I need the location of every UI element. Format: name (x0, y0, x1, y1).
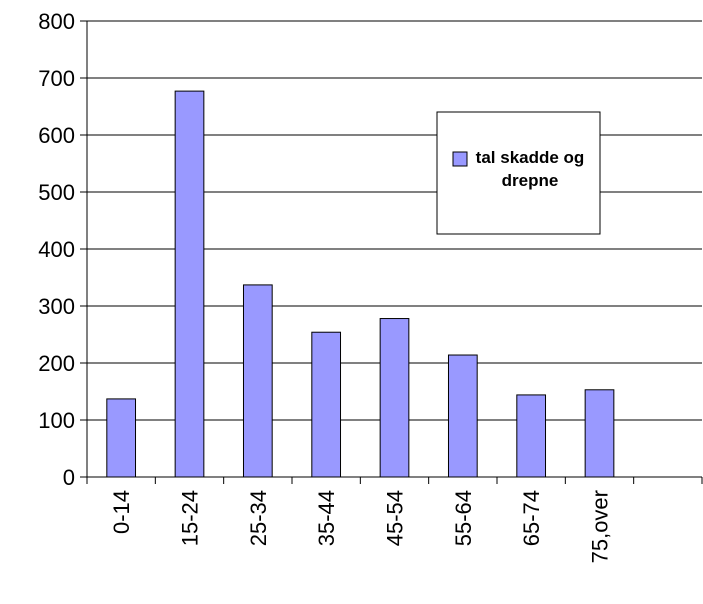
y-tick-label: 500 (38, 180, 75, 205)
bar (174, 90, 205, 478)
x-tick-label: 65-74 (519, 490, 544, 546)
legend-box (436, 111, 601, 235)
x-tick-label: 25-34 (246, 490, 271, 546)
bar (311, 331, 342, 478)
x-tick-label: 35-44 (314, 490, 339, 546)
bar (242, 284, 273, 478)
bar (516, 394, 547, 478)
bar (584, 389, 615, 478)
bar (106, 398, 137, 478)
y-tick-label: 400 (38, 237, 75, 262)
x-tick-label: 75,over (588, 490, 613, 563)
y-tick-label: 700 (38, 66, 75, 91)
x-tick-label: 15-24 (178, 490, 203, 546)
legend-swatch (452, 151, 468, 167)
y-tick-label: 100 (38, 408, 75, 433)
y-tick-label: 200 (38, 351, 75, 376)
y-tick-label: 300 (38, 294, 75, 319)
x-tick-label: 55-64 (451, 490, 476, 546)
y-tick-label: 600 (38, 123, 75, 148)
y-tick-label: 800 (38, 9, 75, 34)
legend-label: tal skadde og drepne (475, 148, 585, 190)
y-tick-label: 0 (63, 465, 75, 490)
bar (447, 354, 478, 478)
x-tick-label: 45-54 (383, 490, 408, 546)
x-tick-label: 0-14 (109, 490, 134, 534)
bar (379, 318, 410, 478)
